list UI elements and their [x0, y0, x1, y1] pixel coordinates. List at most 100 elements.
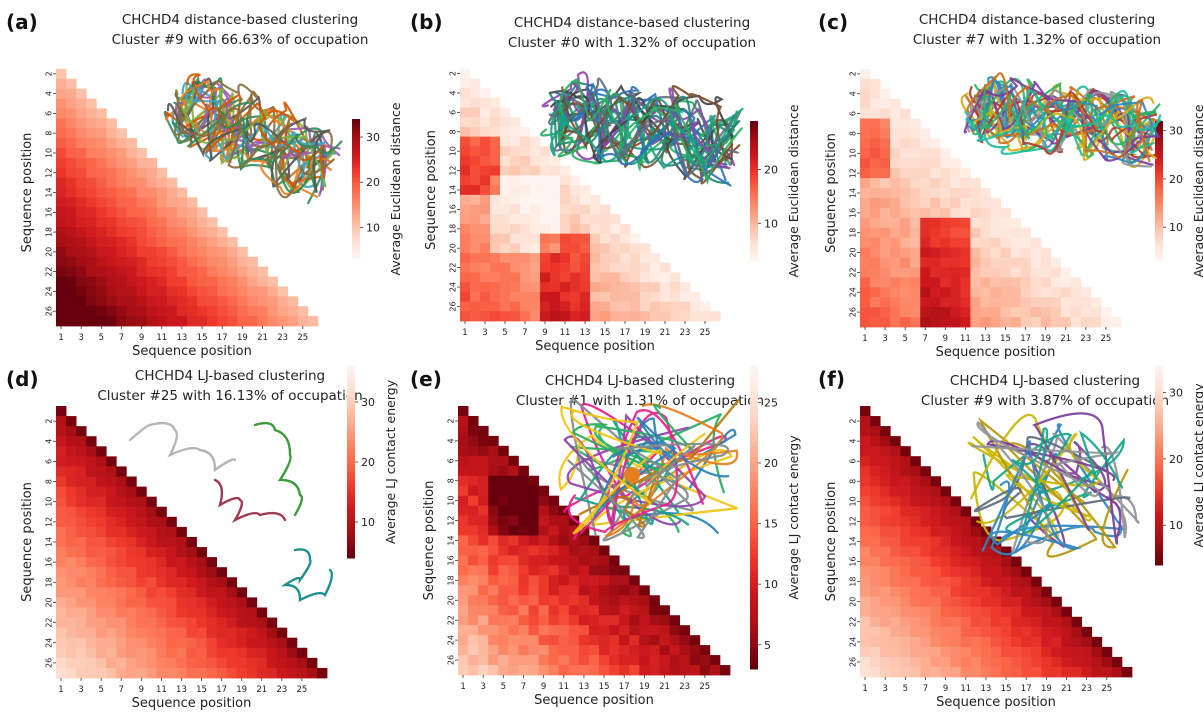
- heatmap-cell: [56, 557, 67, 568]
- colorbar-segment: [750, 158, 758, 162]
- heatmap-cell: [470, 136, 481, 147]
- heatmap-cell: [136, 197, 148, 208]
- colorbar-segment: [1155, 174, 1163, 178]
- colorbar-segment: [1155, 212, 1163, 215]
- colorbar-segment: [750, 446, 758, 453]
- colorbar-segment: [750, 146, 758, 150]
- heatmap-cell: [900, 486, 911, 497]
- heatmap-cell: [890, 466, 901, 477]
- heatmap-cell: [76, 266, 87, 277]
- heatmap-cell: [500, 253, 511, 264]
- heatmap-cell: [176, 526, 187, 538]
- heatmap-cell: [550, 311, 561, 322]
- heatmap-cell: [1071, 616, 1083, 628]
- heatmap-cell: [920, 596, 931, 608]
- heatmap-cell: [880, 516, 891, 527]
- heatmap-cell: [1011, 586, 1022, 598]
- heatmap-cell: [56, 167, 67, 179]
- heatmap-cell: [970, 616, 982, 628]
- heatmap-cell: [458, 535, 469, 546]
- colorbar-segment: [347, 497, 355, 501]
- heatmap-cell: [990, 626, 1002, 638]
- heatmap-cell: [560, 194, 571, 205]
- heatmap-cell: [590, 233, 601, 244]
- heatmap-cell: [166, 557, 177, 568]
- heatmap-cell: [126, 557, 137, 568]
- heatmap-cell: [1001, 576, 1012, 588]
- heatmap-cell: [136, 516, 147, 528]
- heatmap-cell: [870, 546, 881, 557]
- y-tick-label: 6: [849, 111, 858, 116]
- heatmap-cell: [166, 637, 177, 649]
- heatmap-cell: [860, 267, 871, 278]
- heatmap-cell: [518, 475, 529, 487]
- heatmap-cell: [56, 516, 67, 528]
- heatmap-cell: [266, 667, 278, 679]
- heatmap-cell: [116, 577, 127, 588]
- colorbar-segment: [352, 207, 360, 211]
- protein-structure-inset: [967, 412, 1140, 558]
- heatmap-cell: [508, 485, 519, 497]
- heatmap-cell: [970, 556, 982, 567]
- heatmap-cell: [518, 525, 529, 536]
- heatmap-cell: [96, 547, 107, 558]
- heatmap-cell: [216, 577, 228, 588]
- heatmap-cell: [650, 291, 661, 302]
- x-tick-label: 5: [502, 328, 507, 338]
- heatmap-cell: [1071, 626, 1083, 638]
- heatmap-cell: [538, 535, 550, 546]
- colorbar-segment: [352, 175, 360, 178]
- x-axis-label: Sequence position: [132, 344, 252, 359]
- colorbar-segment: [347, 519, 355, 524]
- heatmap-cell: [940, 666, 952, 678]
- heatmap-cell: [970, 536, 982, 547]
- heatmap-cell: [570, 194, 581, 205]
- heatmap-cell: [460, 291, 471, 302]
- heatmap-cell: [86, 446, 97, 457]
- heatmap-cell: [870, 646, 881, 658]
- trajectory-strand: [1011, 427, 1124, 534]
- y-tick-label: 12: [45, 168, 54, 178]
- heatmap-cell: [156, 167, 168, 179]
- heatmap-cell: [900, 257, 911, 268]
- heatmap-cell: [610, 223, 621, 235]
- heatmap-cell: [520, 311, 531, 322]
- heatmap-cell: [900, 646, 911, 658]
- heatmap-cell: [900, 227, 911, 239]
- heatmap-cell: [176, 567, 187, 578]
- heatmap-cell: [186, 587, 197, 598]
- heatmap-cell: [498, 655, 509, 666]
- heatmap-cell: [136, 506, 147, 518]
- heatmap-cell: [1090, 317, 1102, 328]
- colorbar-segment: [1155, 555, 1163, 559]
- heatmap-cell: [870, 78, 881, 90]
- heatmap-cell: [488, 555, 499, 566]
- colorbar-segment: [1155, 193, 1163, 197]
- heatmap-cell: [156, 306, 168, 317]
- heatmap-cell: [970, 596, 982, 608]
- heatmap-cell: [186, 246, 198, 258]
- heatmap-cell: [106, 217, 117, 228]
- heatmap-cell: [588, 535, 600, 546]
- heatmap-cell: [870, 576, 881, 588]
- heatmap-cell: [488, 645, 499, 656]
- heatmap-cell: [649, 595, 660, 606]
- heatmap-cell: [609, 575, 620, 586]
- heatmap-cell: [860, 476, 871, 487]
- heatmap-cell: [246, 657, 258, 669]
- heatmap-cell: [990, 257, 1001, 268]
- heatmap-cell: [530, 165, 541, 176]
- heatmap-cell: [116, 177, 127, 188]
- heatmap-cell: [66, 207, 77, 218]
- heatmap-cell: [490, 291, 501, 302]
- trajectory-strand: [965, 88, 1162, 142]
- colorbar-segment: [347, 430, 355, 434]
- heatmap-cell: [610, 243, 621, 254]
- colorbar-segment: [347, 433, 355, 437]
- heatmap-cell: [96, 138, 107, 149]
- colorbar-segment: [1155, 561, 1163, 566]
- heatmap-cell: [540, 291, 551, 302]
- heatmap-cell: [66, 496, 77, 508]
- heatmap-cell: [488, 505, 499, 516]
- trajectory-strand: [186, 73, 327, 179]
